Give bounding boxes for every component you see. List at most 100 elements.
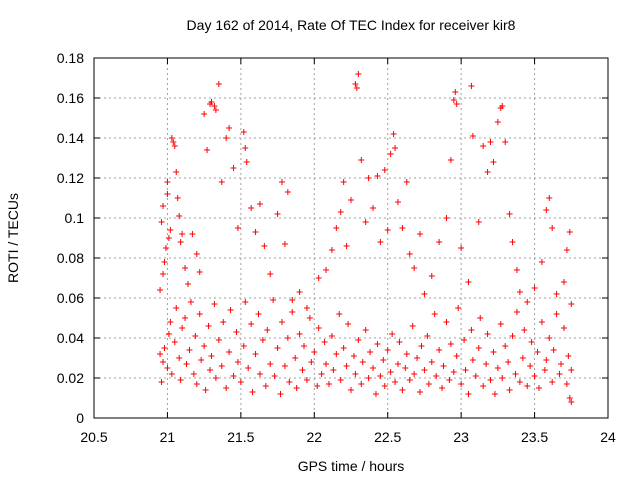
x-tick-label: 20.5	[80, 429, 107, 445]
data-point	[428, 273, 435, 279]
data-point	[490, 159, 497, 165]
data-point	[487, 139, 494, 145]
axis-ticks: 20.5 21 21.5 22 22.5 23 23.5 24 0 0.02 0.04 0.06 0.0…	[57, 50, 616, 445]
y-tick-label: 0.18	[57, 50, 84, 66]
data-point	[465, 279, 472, 285]
data-point	[289, 297, 296, 303]
data-point	[218, 363, 225, 369]
data-point	[553, 291, 560, 297]
data-point	[472, 373, 479, 379]
data-point	[506, 387, 513, 393]
data-point	[308, 359, 315, 365]
y-tick-label: 0.14	[57, 130, 84, 146]
data-point	[513, 267, 520, 273]
data-point	[158, 219, 165, 225]
data-point	[281, 241, 288, 247]
data-point	[284, 335, 291, 341]
data-point	[193, 251, 200, 257]
data-point	[348, 387, 354, 393]
data-point	[289, 309, 296, 315]
data-point	[462, 367, 469, 373]
data-point	[281, 363, 288, 369]
data-point	[177, 239, 184, 245]
data-point	[164, 179, 171, 185]
data-point	[183, 361, 190, 367]
data-point	[541, 367, 548, 373]
y-tick-label: 0.1	[65, 210, 85, 226]
data-point	[403, 351, 410, 357]
data-point	[256, 371, 263, 377]
data-point	[187, 299, 194, 305]
data-point	[524, 299, 531, 305]
data-point	[563, 247, 570, 253]
data-point	[348, 197, 354, 203]
data-point	[323, 267, 330, 273]
data-point	[261, 243, 268, 249]
data-point	[184, 281, 191, 287]
data-point	[527, 363, 534, 369]
data-point	[234, 225, 241, 231]
data-point	[248, 205, 255, 211]
data-point	[190, 371, 197, 377]
data-point	[352, 81, 359, 87]
data-point	[165, 331, 172, 337]
data-point	[528, 339, 535, 345]
data-point	[477, 315, 484, 321]
data-point	[211, 103, 218, 109]
y-tick-label: 0.16	[57, 90, 84, 106]
data-point	[314, 383, 321, 389]
data-point	[264, 327, 271, 333]
data-point	[299, 367, 306, 373]
data-point	[340, 345, 347, 351]
data-point	[381, 383, 388, 389]
data-point	[358, 157, 365, 163]
data-point	[249, 389, 256, 395]
data-point	[390, 131, 397, 137]
data-point	[227, 307, 234, 313]
data-point	[453, 353, 460, 359]
data-point	[411, 371, 418, 377]
data-point	[436, 347, 443, 353]
data-point	[161, 345, 168, 351]
data-point	[402, 365, 409, 371]
data-point	[538, 319, 545, 325]
data-point	[558, 361, 565, 367]
data-point	[274, 345, 281, 351]
data-point	[370, 365, 377, 371]
data-point	[538, 259, 545, 265]
data-point	[333, 225, 340, 231]
data-point	[417, 389, 424, 395]
data-point	[174, 195, 181, 201]
data-point	[568, 399, 575, 405]
y-tick-label: 0.04	[57, 330, 84, 346]
data-point	[484, 169, 491, 175]
data-point	[215, 337, 222, 343]
data-point	[296, 289, 303, 295]
data-point	[425, 381, 432, 387]
data-point	[499, 375, 506, 381]
data-point	[160, 359, 167, 365]
data-point	[499, 103, 506, 109]
data-point	[208, 353, 215, 359]
data-point	[469, 133, 476, 139]
data-point	[516, 379, 523, 385]
data-point	[252, 351, 259, 357]
chart-title: Day 162 of 2014, Rate Of TEC Index for r…	[187, 17, 516, 33]
data-point	[509, 239, 516, 245]
data-point	[256, 201, 263, 207]
data-point	[330, 367, 337, 373]
data-point	[164, 365, 171, 371]
data-point	[160, 271, 167, 277]
data-point	[568, 301, 575, 307]
data-point	[505, 359, 512, 365]
data-point	[226, 349, 233, 355]
data-point	[204, 147, 211, 153]
data-point	[362, 219, 369, 225]
data-point	[248, 321, 255, 327]
data-point	[491, 391, 498, 397]
data-point	[179, 325, 186, 331]
data-point	[286, 379, 293, 385]
data-point	[176, 355, 183, 361]
data-point	[370, 205, 377, 211]
